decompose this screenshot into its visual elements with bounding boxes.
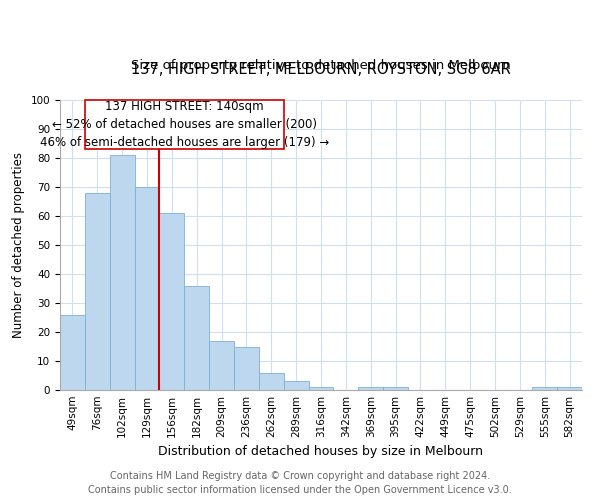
- Text: Contains HM Land Registry data © Crown copyright and database right 2024.
Contai: Contains HM Land Registry data © Crown c…: [88, 471, 512, 495]
- Bar: [358, 387, 383, 390]
- Bar: [284, 382, 308, 390]
- Bar: [209, 340, 234, 390]
- Bar: [85, 193, 110, 390]
- Bar: [110, 155, 134, 390]
- Bar: [134, 187, 160, 390]
- Bar: [234, 346, 259, 390]
- FancyBboxPatch shape: [85, 100, 284, 150]
- Title: Size of property relative to detached houses in Melbourn: Size of property relative to detached ho…: [131, 60, 511, 72]
- Bar: [532, 387, 557, 390]
- Bar: [184, 286, 209, 390]
- Bar: [60, 314, 85, 390]
- X-axis label: Distribution of detached houses by size in Melbourn: Distribution of detached houses by size …: [158, 446, 484, 458]
- Text: 137, HIGH STREET, MELBOURN, ROYSTON, SG8 6AR: 137, HIGH STREET, MELBOURN, ROYSTON, SG8…: [131, 62, 511, 77]
- Text: 137 HIGH STREET: 140sqm
← 52% of detached houses are smaller (200)
46% of semi-d: 137 HIGH STREET: 140sqm ← 52% of detache…: [40, 100, 329, 149]
- Y-axis label: Number of detached properties: Number of detached properties: [12, 152, 25, 338]
- Bar: [557, 387, 582, 390]
- Bar: [383, 387, 408, 390]
- Bar: [160, 213, 184, 390]
- Bar: [259, 372, 284, 390]
- Bar: [308, 387, 334, 390]
